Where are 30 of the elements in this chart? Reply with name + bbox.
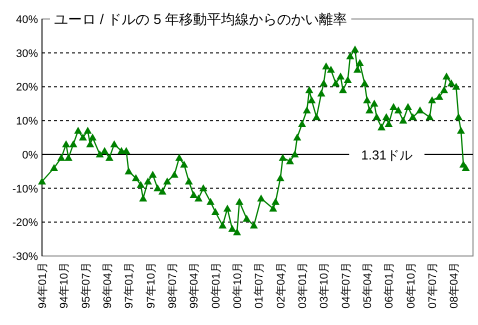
x-tick-label: 08年04月	[448, 262, 461, 308]
y-tick-label: -20%	[12, 217, 38, 230]
x-tick-label: 00年10月	[232, 262, 244, 308]
x-tick-label: 07年07月	[427, 262, 440, 308]
x-tick-label: 04年07月	[340, 262, 352, 308]
x-tick-label: 02年04月	[275, 262, 288, 308]
x-tick-label: 06年10月	[405, 262, 418, 308]
x-tick-label: 95年07月	[80, 262, 92, 308]
x-tick-label: 03年01月	[297, 262, 310, 308]
x-tick-label: 94年01月	[37, 262, 49, 308]
x-tick-label: 06年01月	[384, 262, 396, 308]
x-tick-label: 98年07月	[167, 262, 180, 308]
x-tick-label: 03年10月	[318, 262, 331, 308]
x-tick-label: 00年01月	[210, 262, 222, 308]
chart-title: ユーロ / ドルの 5 年移動平均線からのかい離率	[54, 11, 348, 27]
x-tick-label: 97年10月	[145, 262, 158, 308]
y-tick-label: 40%	[16, 14, 38, 26]
y-tick-label: -30%	[12, 251, 38, 263]
x-tick-label: 05年04月	[362, 262, 374, 308]
ref-line-label: 1.31ドル	[361, 147, 412, 162]
x-tick-label: 99年04月	[188, 262, 201, 308]
y-tick-label: 0%	[22, 149, 38, 162]
y-tick-label: -10%	[12, 183, 38, 196]
x-tick-label: 01年07月	[254, 262, 266, 308]
y-tick-label: 20%	[16, 82, 38, 94]
x-tick-label: 94年10月	[58, 262, 71, 308]
x-tick-label: 96年04月	[102, 262, 114, 308]
y-tick-label: 10%	[16, 116, 38, 128]
y-tick-label: 30%	[16, 48, 38, 60]
x-tick-label: 97年01月	[124, 262, 136, 308]
